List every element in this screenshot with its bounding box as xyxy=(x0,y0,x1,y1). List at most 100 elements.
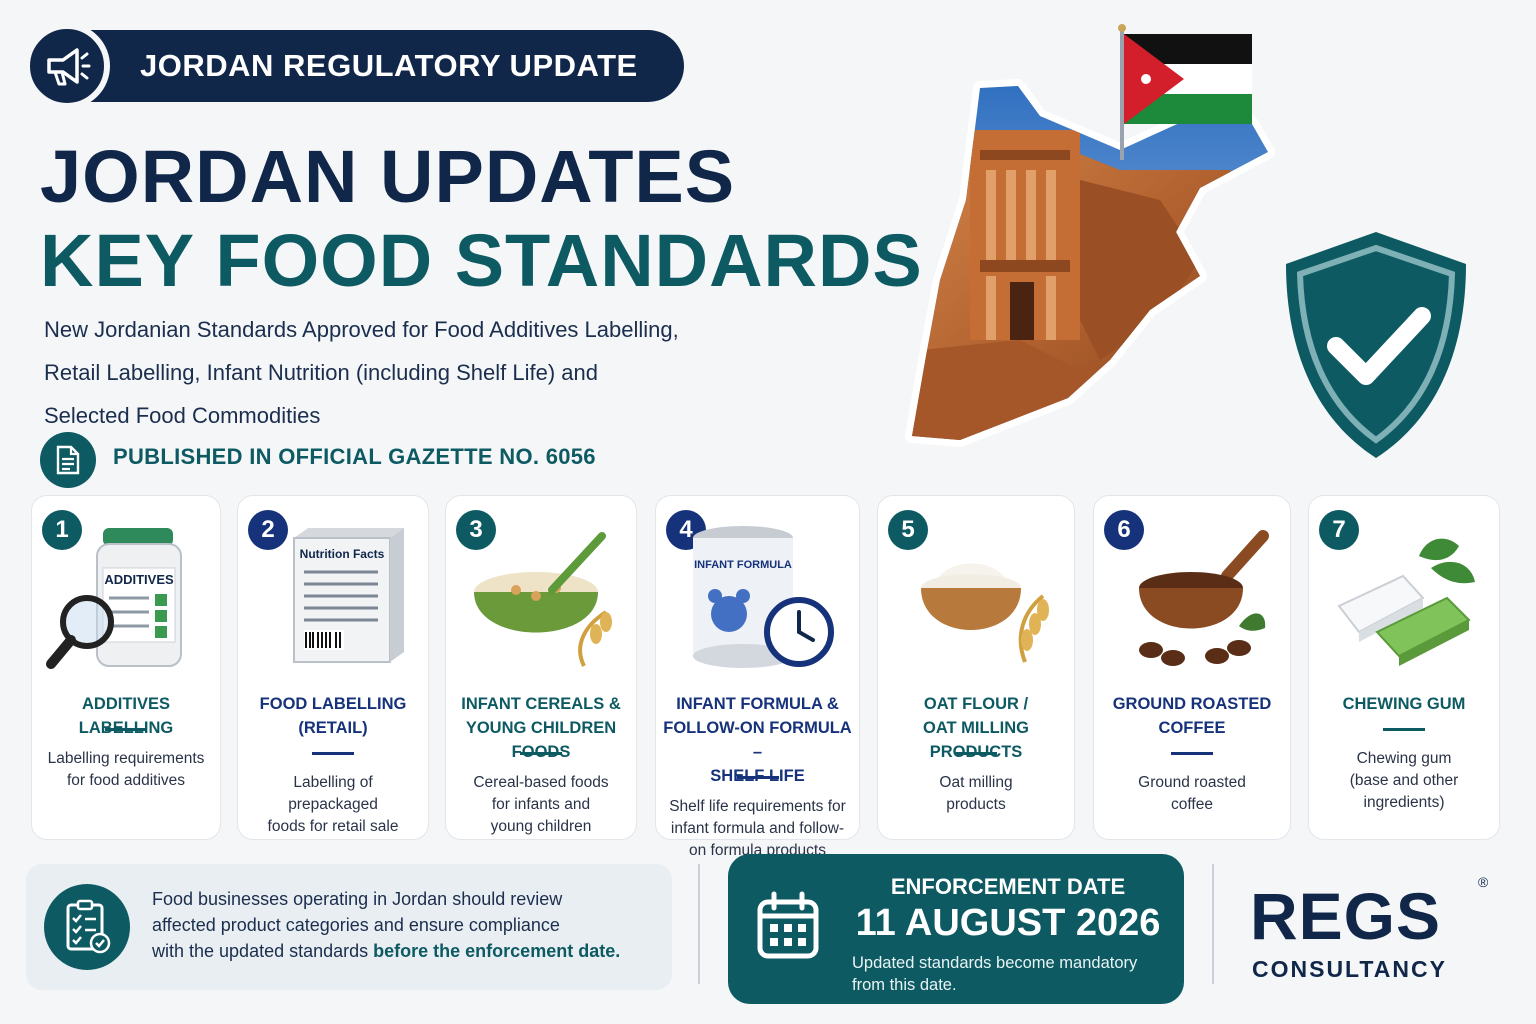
card-divider xyxy=(955,752,997,755)
card-divider xyxy=(736,776,779,779)
jordan-map-petra-icon xyxy=(905,24,1275,447)
flour-bowl-icon xyxy=(878,516,1074,686)
card-title: FOOD LABELLING (RETAIL) xyxy=(244,692,422,740)
card-description-line: Labelling of prepackaged xyxy=(288,774,378,813)
card-divider xyxy=(1171,752,1213,755)
card-number-badge: 3 xyxy=(456,510,496,550)
regs-logo: REGS ® CONSULTANCY xyxy=(1246,874,1506,988)
pill-title: JORDAN REGULATORY UPDATE xyxy=(140,48,638,83)
standard-card: 2 Nutrition Facts FOOD LABELLING (RETAIL)… xyxy=(237,495,429,840)
formula-can-clock-icon: INFANT FORMULA xyxy=(656,516,859,686)
card-title: INFANT FORMULA &FOLLOW-ON FORMULA –SHELF… xyxy=(662,692,853,788)
card-description-line: for food additives xyxy=(66,772,186,789)
card-description: Labelling of prepackaged foods for retail… xyxy=(248,772,418,838)
document-icon xyxy=(40,432,96,488)
enforcement-date: 11 AUGUST 2026 xyxy=(855,902,1161,944)
compliance-notice: Food businesses operating in Jordan shou… xyxy=(26,864,672,990)
subtitle-line: Selected Food Commodities xyxy=(44,403,321,428)
gazette-text: PUBLISHED IN OFFICIAL GAZETTE NO. 6056 xyxy=(113,444,596,469)
card-title: GROUND ROASTED COFFEE xyxy=(1100,692,1284,740)
card-description: Shelf life requirements for infant formul… xyxy=(666,796,849,862)
card-description-line: for infants and xyxy=(491,796,591,813)
card-description-line: Ground roasted xyxy=(1138,774,1246,791)
subtitle: New Jordanian Standards Approved for Foo… xyxy=(44,308,804,437)
card-description-line: Shelf life requirements for xyxy=(669,798,846,815)
card-description-line: coffee xyxy=(1171,796,1213,813)
notice-plain: with the updated standards xyxy=(152,941,374,961)
calendar-icon xyxy=(757,891,819,959)
card-title: CHEWING GUM xyxy=(1315,692,1493,716)
card-description-line: (base and other xyxy=(1349,772,1459,789)
coffee-scoop-icon xyxy=(1094,516,1290,686)
card-description-line: infant formula and follow- xyxy=(670,820,845,837)
checklist-icon xyxy=(44,884,130,970)
page-title-line2: KEY FOOD STANDARDS xyxy=(40,219,923,302)
enforcement-sub-line: from this date. xyxy=(852,976,957,994)
logo-sub: CONSULTANCY xyxy=(1252,956,1447,982)
notice-line: affected product categories and ensure c… xyxy=(152,915,560,935)
card-description-line: Labelling requirements xyxy=(47,750,205,767)
card-number-badge: 5 xyxy=(888,510,928,550)
card-description: Ground roasted coffee xyxy=(1104,772,1280,816)
card-title-line: FOOD LABELLING xyxy=(259,695,407,713)
standard-card: 5 OAT FLOUR / OAT MILLING PRODUCTS Oat mil… xyxy=(877,495,1075,840)
svg-text:INFANT FORMULA: INFANT FORMULA xyxy=(694,559,792,571)
additives-jar-magnifier-icon: ADDITIVES xyxy=(32,516,220,686)
card-description-line: foods for retail sale xyxy=(267,818,399,835)
card-description-line: Oat milling xyxy=(939,774,1013,791)
cereal-bowl-icon xyxy=(446,516,636,686)
notice-emphasis: before the enforcement date. xyxy=(373,941,621,961)
shield-check-icon xyxy=(1286,232,1466,458)
logo-main: REGS xyxy=(1250,879,1442,953)
enforcement-label: ENFORCEMENT DATE xyxy=(890,874,1126,899)
logo-registered-mark: ® xyxy=(1478,874,1489,890)
megaphone-icon xyxy=(24,23,110,109)
notice-line: with the updated standards before the en… xyxy=(152,938,662,964)
enforcement-box: ENFORCEMENT DATE 11 AUGUST 2026 Updated … xyxy=(728,854,1184,1004)
standard-card: 1 ADDITIVES ADDITIVES LABELLING Labelling… xyxy=(31,495,221,840)
card-number-badge: 1 xyxy=(42,510,82,550)
card-description: Oat milling products xyxy=(888,772,1064,816)
card-description: Cereal-based foods for infants and young c… xyxy=(456,772,626,838)
notice-line: Food businesses operating in Jordan shou… xyxy=(152,889,563,909)
card-number-badge: 4 xyxy=(666,510,706,550)
standard-card: 6 GROUND ROASTED COFFEE Ground roasted coff… xyxy=(1093,495,1291,840)
enforcement-sub-line: Updated standards become mandatory xyxy=(852,954,1138,972)
card-number-badge: 6 xyxy=(1104,510,1144,550)
divider xyxy=(1212,864,1214,984)
card-number-badge: 7 xyxy=(1319,510,1359,550)
card-title-line: GROUND ROASTED xyxy=(1112,695,1272,713)
svg-text:ADDITIVES: ADDITIVES xyxy=(104,572,174,587)
card-title-line: FOLLOW-ON FORMULA – xyxy=(663,719,852,761)
nutrition-facts-box-icon: Nutrition Facts xyxy=(238,516,428,686)
card-description-line: ingredients) xyxy=(1363,794,1445,811)
standard-card: 4 INFANT FORMULA INFANT FORMULA & FOLLOW-… xyxy=(655,495,860,859)
card-title-line: OAT MILLING PRODUCTS xyxy=(922,719,1029,761)
card-number-badge: 2 xyxy=(248,510,288,550)
card-title-line: INFANT CEREALS & xyxy=(461,695,621,713)
card-title-line: ADDITIVES LABELLING xyxy=(79,695,173,737)
card-description: Labelling requirements for food additives xyxy=(42,748,210,792)
card-title-line: CHEWING GUM xyxy=(1342,695,1466,713)
header-pill: JORDAN REGULATORY UPDATE xyxy=(24,23,684,109)
card-divider xyxy=(105,728,147,731)
card-title: ADDITIVES LABELLING xyxy=(38,692,214,740)
card-divider xyxy=(312,752,354,755)
page-title-line1: JORDAN UPDATES xyxy=(40,135,736,218)
card-description: Chewing gum (base and other ingredients) xyxy=(1319,748,1489,814)
card-title-line: (RETAIL) xyxy=(298,719,368,737)
card-description-line: Cereal-based foods xyxy=(473,774,609,791)
card-description-line: young children xyxy=(490,818,592,835)
chewing-gum-icon xyxy=(1309,516,1499,686)
subtitle-line: New Jordanian Standards Approved for Foo… xyxy=(44,317,679,342)
standard-card: 7 CHEWING GUM Chewing gum (base and other i… xyxy=(1308,495,1500,840)
card-divider xyxy=(520,752,562,755)
card-title-line: OAT FLOUR / xyxy=(923,695,1029,713)
enforcement-subtext: Updated standards become mandatory from … xyxy=(852,952,1172,996)
divider xyxy=(698,864,700,984)
subtitle-line: Retail Labelling, Infant Nutrition (incl… xyxy=(44,360,598,385)
card-title-line: INFANT FORMULA & xyxy=(676,695,839,713)
